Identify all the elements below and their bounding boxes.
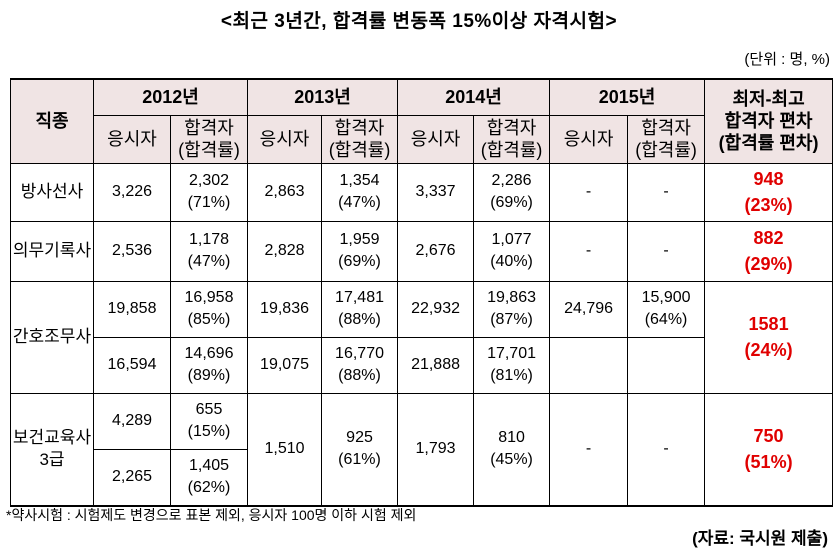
passers-cell: 17,701 (81%) (473, 336, 551, 394)
header-passers: 합격자 (합격률) (627, 114, 706, 164)
passers-cell: 17,481 (88%) (321, 280, 399, 338)
passers-cell: 19,863 (87%) (473, 280, 551, 338)
passers-cell: - (627, 392, 706, 507)
applicants-cell: - (549, 392, 629, 507)
applicants-cell: 19,858 (93, 280, 171, 338)
job-cell: 보건교육사 3급 (10, 392, 94, 507)
header-deviation: 최저-최고 합격자 편차 (합격률 편차) (704, 78, 834, 164)
passers-cell: 15,900 (64%) (627, 280, 706, 338)
applicants-cell: 2,676 (397, 220, 475, 282)
applicants-cell: 22,932 (397, 280, 475, 338)
header-applicants: 응시자 (247, 114, 323, 164)
passers-cell: 1,077 (40%) (473, 220, 551, 282)
applicants-cell: - (549, 162, 629, 222)
header-year: 2015년 (549, 78, 706, 116)
header-job: 직종 (10, 78, 94, 164)
deviation-cell: 882 (29%) (704, 220, 834, 282)
header-applicants: 응시자 (549, 114, 629, 164)
table-row: 방사선사 3,226 2,302 (71%) 2,863 1,354 (47%) 3… (10, 162, 834, 222)
applicants-cell: 1,510 (247, 392, 323, 507)
page-title: <최근 3년간, 합격률 변동폭 15%이상 자격시험> (220, 11, 618, 32)
passers-cell: 1,959 (69%) (321, 220, 399, 282)
header-dev-line: 합격자 편차 (724, 111, 813, 132)
applicants-cell: 3,226 (93, 162, 171, 222)
footnote: *약사시험 : 시험제도 변경으로 표본 제외, 응시자 100명 이하 시험 … (6, 507, 417, 523)
passers-cell: - (627, 162, 706, 222)
applicants-cell: 1,793 (397, 392, 475, 507)
header-passers: 합격자 (합격률) (169, 114, 249, 164)
header-applicants: 응시자 (93, 114, 171, 164)
passers-cell: 16,958 (85%) (169, 280, 249, 338)
passers-cell: 1,405 (62%) (169, 448, 249, 507)
applicants-cell: 2,265 (93, 448, 171, 507)
passers-cell: - (627, 220, 706, 282)
deviation-cell: 948 (23%) (704, 162, 834, 222)
passers-cell: 1,354 (47%) (321, 162, 399, 222)
applicants-cell: 16,594 (93, 336, 171, 394)
header-dev-line: 최저-최고 (732, 89, 805, 110)
header-dev-line: (합격률 편차) (718, 133, 819, 154)
table-row: 보건교육사 3급 4,289 655 (15%) 1,510 925 (61%) 1,… (10, 392, 834, 507)
applicants-cell: 2,536 (93, 220, 171, 282)
passers-cell: 2,286 (69%) (473, 162, 551, 222)
exam-pass-rate-table: 직종 2012년 2013년 2014년 2015년 최저-최고 합격자 편차 (합… (10, 78, 834, 507)
table-row: 간호조무사 19,858 16,958 (85%) 19,836 17,481 (8… (10, 280, 834, 394)
applicants-cell: 2,863 (247, 162, 323, 222)
header-passers: 합격자 (합격률) (321, 114, 399, 164)
empty-cell (627, 336, 706, 394)
applicants-cell: 21,888 (397, 336, 475, 394)
applicants-cell: 4,289 (93, 392, 171, 450)
job-cell: 의무기록사 (10, 220, 94, 282)
job-cell: 간호조무사 (10, 280, 94, 394)
passers-cell: 655 (15%) (169, 392, 249, 450)
passers-cell: 2,302 (71%) (169, 162, 249, 222)
table-row: 16,594 14,696 (89%) 19,075 16,770 (88%) 21… (11, 336, 833, 394)
passers-cell: 810 (45%) (473, 392, 551, 507)
header-year: 2013년 (247, 78, 399, 116)
source-label: (자료: 국시원 제출) (692, 529, 828, 548)
job-cell: 방사선사 (10, 162, 94, 222)
header-year: 2014년 (397, 78, 551, 116)
header-year: 2012년 (92, 78, 249, 116)
passers-cell: 1,178 (47%) (169, 220, 249, 282)
deviation-cell: 750 (51%) (704, 392, 834, 507)
passers-cell: 16,770 (88%) (321, 336, 399, 394)
deviation-cell: 1581 (24%) (704, 280, 834, 394)
applicants-cell: 3,337 (397, 162, 475, 222)
applicants-cell: 19,836 (247, 280, 323, 338)
header-passers: 합격자 (합격률) (473, 114, 551, 164)
passers-cell: 925 (61%) (321, 392, 399, 507)
header-applicants: 응시자 (397, 114, 475, 164)
applicants-cell: 24,796 (549, 280, 629, 338)
empty-cell (549, 336, 629, 394)
applicants-cell: - (549, 220, 629, 282)
applicants-cell: 2,828 (247, 220, 323, 282)
unit-label: (단위 : 명, %) (744, 51, 830, 68)
table-row: 의무기록사 2,536 1,178 (47%) 2,828 1,959 (69%) … (10, 220, 834, 282)
applicants-cell: 19,075 (247, 336, 323, 394)
table-row: 2,265 1,405 (62%) (11, 448, 833, 507)
passers-cell: 14,696 (89%) (169, 336, 249, 394)
